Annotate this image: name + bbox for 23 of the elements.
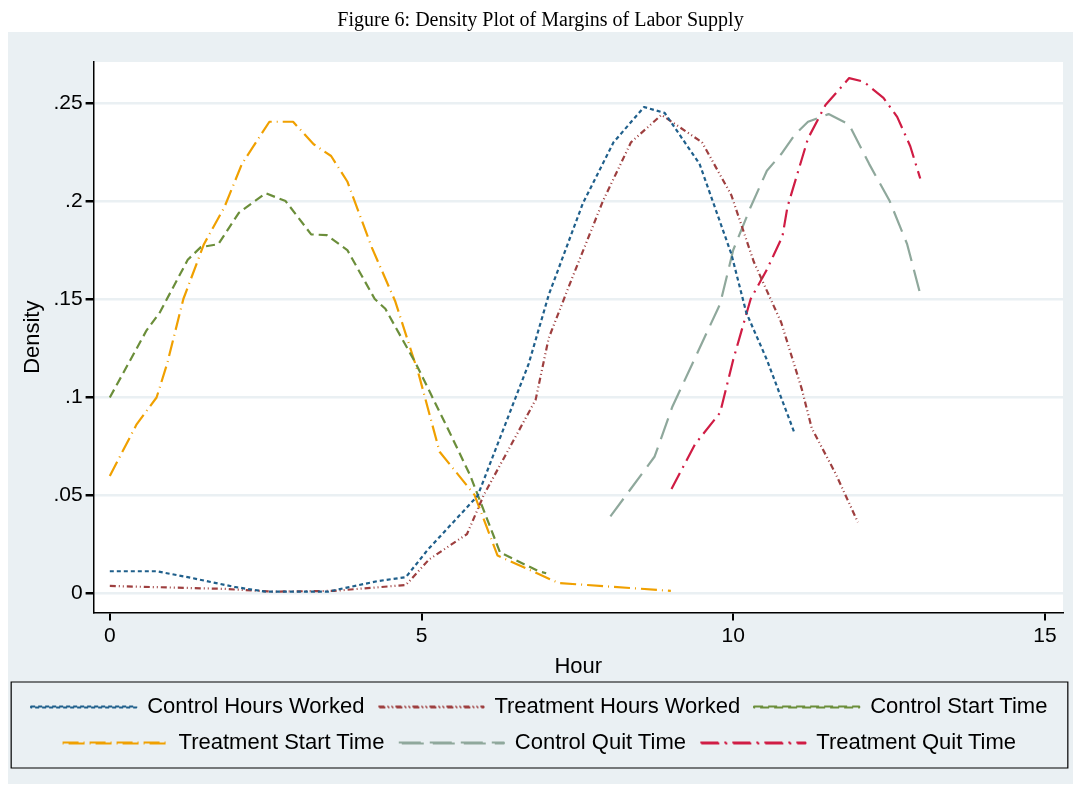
x-axis-title: Hour bbox=[554, 652, 603, 678]
legend-label: Control Start Time bbox=[870, 693, 1048, 719]
legend-label: Treatment Quit Time bbox=[816, 729, 1017, 755]
line-series bbox=[108, 192, 548, 575]
line-series bbox=[609, 113, 922, 518]
legend-label: Control Quit Time bbox=[514, 729, 686, 755]
x-tick-label: 5 bbox=[415, 622, 428, 646]
x-tick-label: 10 bbox=[721, 622, 745, 646]
x-tick-label: 0 bbox=[103, 622, 116, 646]
y-axis-title: Density bbox=[19, 300, 45, 374]
y-tick-label: 0 bbox=[70, 579, 83, 603]
line-series bbox=[670, 76, 922, 491]
chart-title: Figure 6: Density Plot of Margins of Labor Supply bbox=[336, 8, 745, 32]
legend-label: Treatment Start Time bbox=[178, 729, 385, 755]
x-tick-label: 15 bbox=[1033, 622, 1057, 646]
y-tick-label: .1 bbox=[65, 383, 83, 407]
y-tick-label: .05 bbox=[53, 481, 83, 505]
y-tick-label: .15 bbox=[53, 285, 83, 309]
legend-label: Treatment Hours Worked bbox=[494, 693, 741, 719]
y-tick-label: .2 bbox=[65, 187, 83, 211]
line-series bbox=[108, 120, 672, 592]
y-tick-label: .25 bbox=[53, 89, 83, 113]
legend-label: Control Hours Worked bbox=[147, 693, 365, 719]
